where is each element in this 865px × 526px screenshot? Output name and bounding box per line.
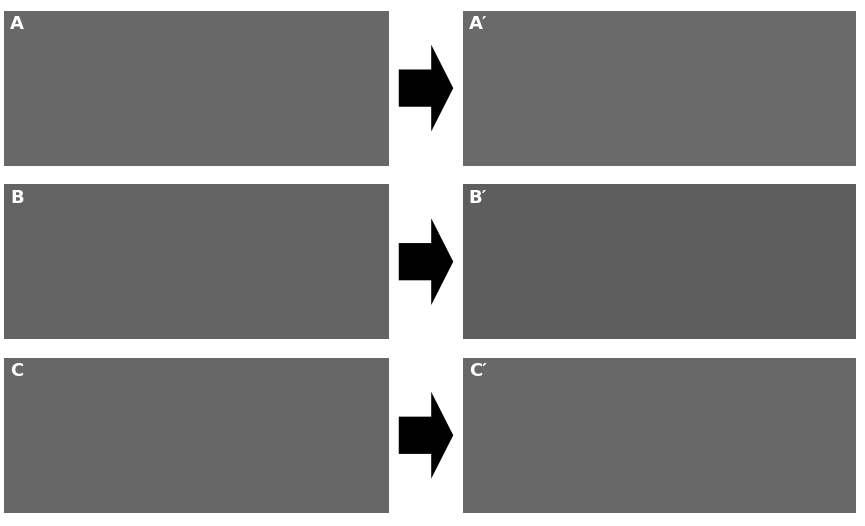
Text: C: C bbox=[10, 362, 23, 380]
Polygon shape bbox=[399, 218, 453, 305]
Text: B′: B′ bbox=[469, 189, 487, 207]
Text: A′: A′ bbox=[469, 15, 487, 33]
Text: C′: C′ bbox=[469, 362, 487, 380]
Text: B: B bbox=[10, 189, 23, 207]
Polygon shape bbox=[399, 392, 453, 479]
Polygon shape bbox=[399, 45, 453, 132]
Text: A: A bbox=[10, 15, 24, 33]
